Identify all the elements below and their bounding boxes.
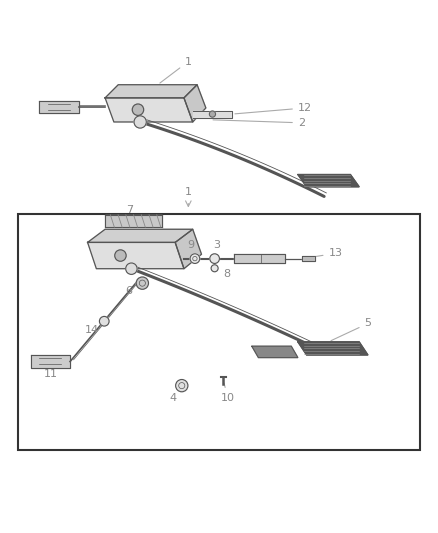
Circle shape bbox=[190, 254, 200, 263]
Circle shape bbox=[99, 317, 109, 326]
Polygon shape bbox=[88, 229, 193, 243]
Polygon shape bbox=[39, 101, 79, 113]
Text: 8: 8 bbox=[223, 269, 230, 279]
Text: 10: 10 bbox=[221, 383, 235, 403]
Polygon shape bbox=[175, 229, 201, 269]
Circle shape bbox=[176, 379, 188, 392]
Text: 5: 5 bbox=[331, 318, 371, 341]
Polygon shape bbox=[31, 355, 70, 368]
Bar bbox=[18, 214, 420, 450]
Bar bbox=[105, 215, 162, 227]
Text: 1: 1 bbox=[185, 187, 192, 197]
Text: 6: 6 bbox=[126, 286, 133, 296]
Text: 9: 9 bbox=[187, 240, 194, 251]
Circle shape bbox=[210, 254, 219, 263]
Polygon shape bbox=[252, 346, 298, 358]
Circle shape bbox=[132, 104, 144, 115]
Polygon shape bbox=[88, 243, 184, 269]
Text: 13: 13 bbox=[305, 248, 343, 259]
Text: 11: 11 bbox=[43, 369, 57, 379]
Circle shape bbox=[115, 250, 126, 261]
Text: 1: 1 bbox=[160, 56, 192, 83]
Polygon shape bbox=[298, 342, 368, 355]
Circle shape bbox=[209, 111, 215, 117]
Polygon shape bbox=[105, 85, 197, 98]
Circle shape bbox=[126, 263, 137, 274]
Polygon shape bbox=[302, 256, 315, 261]
Text: 4: 4 bbox=[170, 386, 182, 403]
Polygon shape bbox=[234, 254, 285, 263]
Circle shape bbox=[211, 265, 218, 272]
Text: 7: 7 bbox=[126, 205, 133, 215]
Polygon shape bbox=[193, 111, 232, 118]
Text: 2: 2 bbox=[213, 118, 305, 128]
Polygon shape bbox=[184, 85, 206, 122]
Polygon shape bbox=[298, 174, 359, 187]
Circle shape bbox=[134, 116, 146, 128]
Circle shape bbox=[136, 277, 148, 289]
Text: 12: 12 bbox=[235, 103, 312, 114]
Text: 14: 14 bbox=[85, 325, 99, 335]
Polygon shape bbox=[105, 98, 193, 122]
Text: 3: 3 bbox=[213, 240, 220, 251]
